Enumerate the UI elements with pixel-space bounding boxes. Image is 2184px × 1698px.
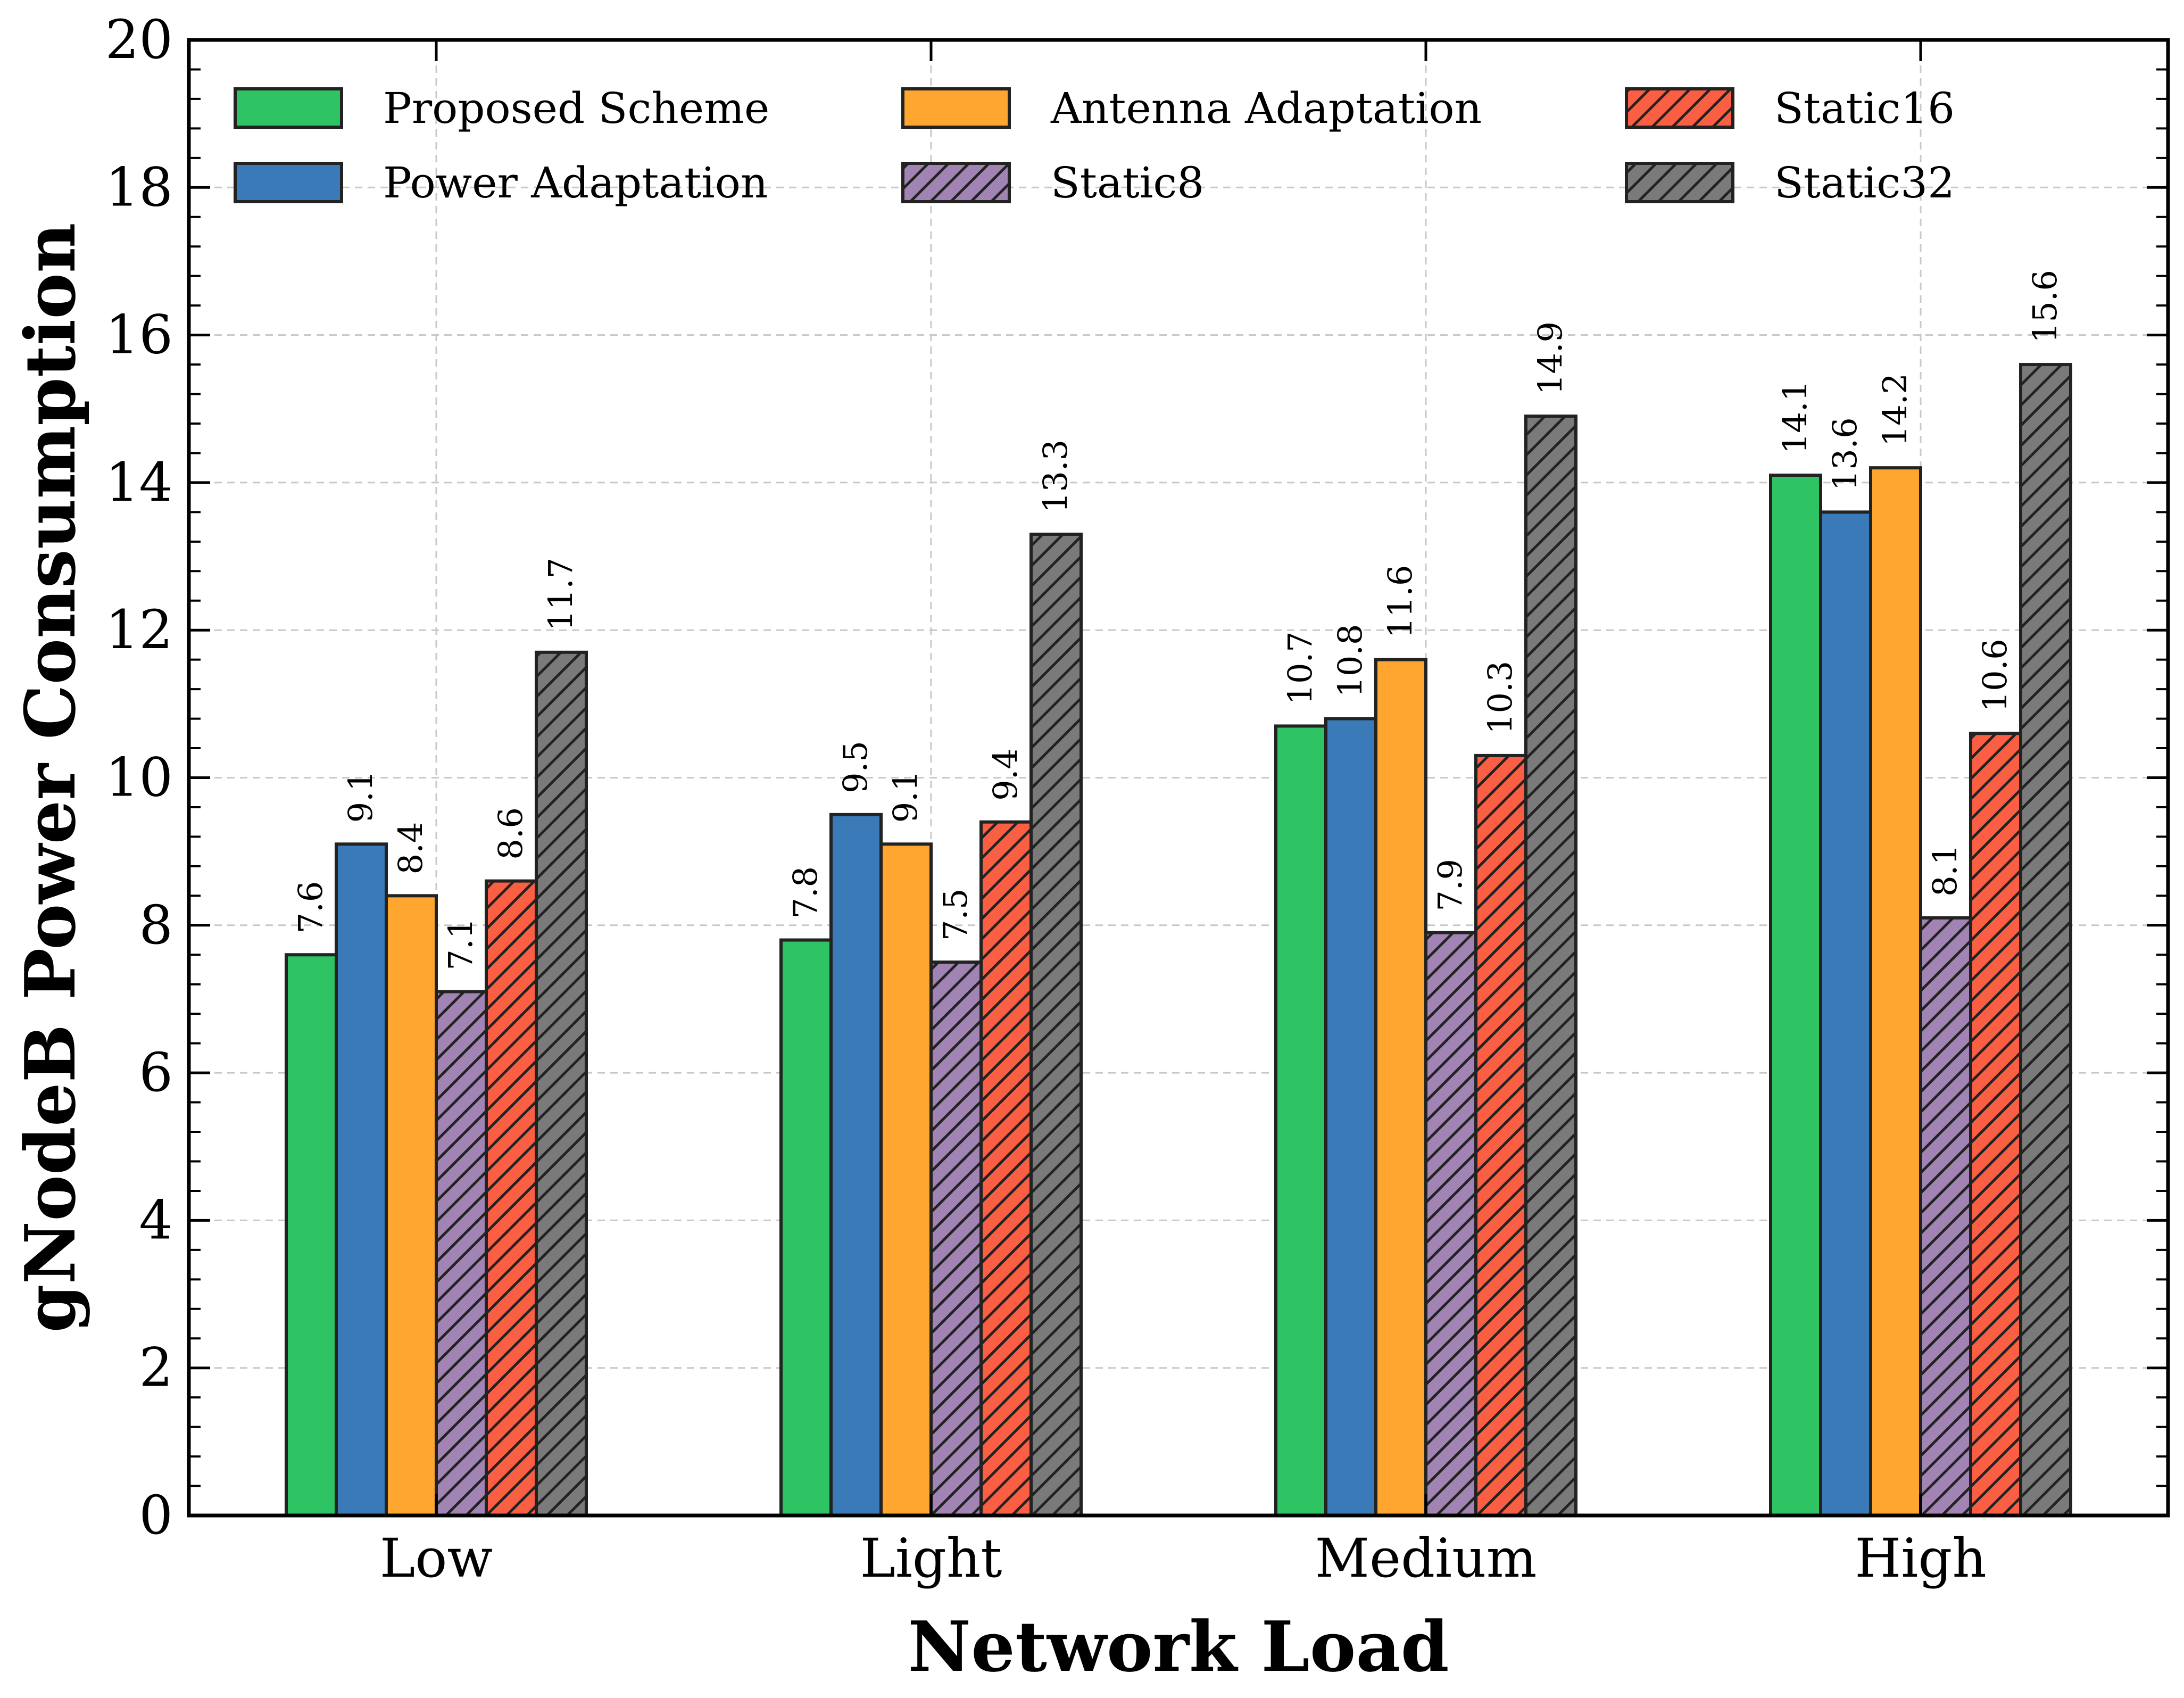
data-label: 10.7 (1281, 631, 1319, 705)
x-tick-label: High (1855, 1527, 1987, 1589)
data-label: 9.5 (836, 741, 875, 793)
y-tick-label: 4 (139, 1189, 173, 1251)
data-label: 7.8 (786, 866, 825, 919)
legend-label: Antenna Adaptation (1050, 84, 1482, 133)
data-label: 11.7 (541, 558, 580, 631)
bar-hatch (486, 881, 536, 1515)
data-label: 8.6 (491, 807, 530, 860)
bars (285, 363, 2072, 1518)
y-tick-label: 2 (139, 1337, 173, 1399)
bar-hatch (536, 652, 586, 1515)
bar-hatch (1476, 755, 1526, 1515)
bar-hatch (1971, 733, 2021, 1515)
y-tick-label: 8 (139, 894, 173, 956)
y-tick-label: 10 (105, 747, 173, 809)
data-label: 9.1 (886, 771, 925, 823)
data-label: 11.6 (1381, 565, 1419, 639)
bar-hatch (2021, 365, 2071, 1515)
bar (335, 842, 388, 1517)
y-tick-label: 16 (105, 304, 173, 366)
legend-swatch-hatch (1626, 163, 1733, 202)
y-tick-label: 20 (105, 9, 173, 71)
x-tick-label: Light (860, 1527, 1002, 1589)
data-label: 13.3 (1036, 440, 1075, 513)
data-label: 8.4 (391, 822, 430, 875)
bar (285, 953, 338, 1517)
legend-label: Proposed Scheme (383, 84, 769, 133)
bar (385, 894, 438, 1517)
data-label: 7.6 (291, 881, 330, 934)
y-tick-label: 18 (105, 156, 173, 218)
legend: Proposed Scheme Power Adaptation Antenna A… (234, 84, 1955, 208)
legend-swatch-hatch (903, 163, 1009, 202)
data-label: 7.9 (1431, 859, 1469, 912)
legend-swatch (901, 87, 1011, 129)
bar-hatch (1921, 917, 1971, 1515)
legend-swatch (234, 87, 343, 129)
data-labels: 7.6 7.8 10.7 14.1 9.1 9.5 10.8 13.6 8.4 9.1 11.6 14… (291, 270, 2064, 971)
legend-label: Static16 (1774, 84, 1955, 133)
data-label: 15.6 (2025, 270, 2064, 343)
x-axis-title: Network Load (908, 1606, 1449, 1687)
bar-hatch (1526, 416, 1576, 1515)
data-label: 13.6 (1825, 417, 1864, 491)
data-label: 9.1 (341, 771, 380, 823)
legend-swatch (234, 162, 343, 203)
bar-hatch (931, 962, 981, 1515)
x-tick-label: Low (380, 1527, 493, 1589)
data-label: 14.1 (1775, 380, 1814, 454)
bar (879, 842, 933, 1517)
y-axis-title: gNodeB Power Consumption (10, 222, 91, 1332)
data-label: 14.2 (1875, 373, 1914, 446)
bar-hatch (436, 991, 486, 1515)
data-label: 10.8 (1331, 624, 1369, 698)
bar (1869, 466, 1922, 1517)
y-tick-label: 12 (105, 599, 173, 661)
data-label: 10.3 (1481, 661, 1519, 734)
legend-swatch-hatch (1626, 89, 1733, 127)
axis-ticks: 0 2 4 6 8 10 12 14 16 18 20 Low Light Medium High (105, 9, 2168, 1589)
bar (1274, 724, 1327, 1517)
bar (829, 813, 883, 1517)
bar (1819, 510, 1872, 1517)
bar (1374, 658, 1427, 1517)
data-label: 9.4 (986, 748, 1025, 801)
data-label: 10.6 (1975, 639, 2014, 712)
y-tick-label: 14 (105, 451, 173, 513)
bar-hatch (981, 822, 1031, 1515)
x-tick-label: Medium (1315, 1527, 1537, 1589)
bar-hatch (1031, 534, 1081, 1515)
legend-label: Static8 (1051, 158, 1204, 208)
bar (1324, 717, 1377, 1517)
data-label: 7.5 (936, 889, 975, 941)
y-tick-label: 6 (139, 1041, 173, 1104)
data-label: 7.1 (441, 918, 480, 971)
y-tick-label: 0 (139, 1484, 173, 1546)
data-label: 14.9 (1531, 321, 1570, 395)
legend-label: Static32 (1774, 158, 1955, 208)
bar (1769, 474, 1822, 1517)
legend-label: Power Adaptation (383, 158, 768, 208)
bar-hatch (1426, 932, 1476, 1515)
data-label: 8.1 (1925, 844, 1964, 897)
bar (779, 938, 833, 1517)
